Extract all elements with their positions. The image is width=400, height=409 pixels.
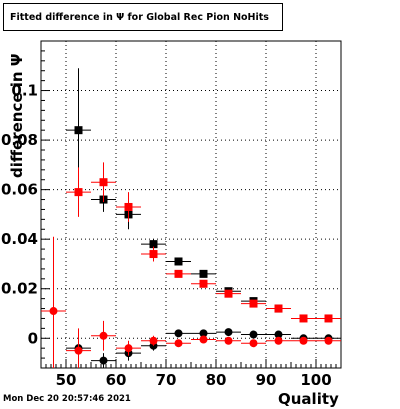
x-tick-label: 70 [156, 371, 177, 389]
data-point-square [199, 269, 208, 278]
data-point-circle [299, 336, 308, 345]
x-tick-label: 90 [256, 371, 277, 389]
data-point-square [174, 257, 183, 266]
data-point-square [124, 202, 133, 211]
data-point-circle [274, 330, 283, 339]
data-point-circle [74, 346, 83, 355]
data-point-circle [274, 336, 283, 345]
data-point-circle [174, 339, 183, 348]
data-point-square [224, 289, 233, 298]
data-point-square [149, 240, 158, 249]
timestamp: Mon Dec 20 20:57:46 2021 [3, 394, 131, 404]
data-point-square [74, 126, 83, 135]
data-point-circle [249, 330, 258, 339]
x-tick-label: 80 [206, 371, 227, 389]
data-point-square [274, 304, 283, 313]
data-point-circle [199, 335, 208, 344]
data-point-square [249, 299, 258, 308]
chart-title: Fitted difference in Ψ for Global Rec Pi… [10, 12, 269, 23]
y-tick-label: 0.04 [1, 230, 38, 248]
data-point-square [149, 250, 158, 259]
data-point-circle [124, 344, 133, 353]
y-tick-label: 0.06 [1, 181, 38, 199]
data-point-square [74, 188, 83, 197]
data-point-circle [224, 328, 233, 337]
data-point-circle [49, 307, 58, 316]
x-tick-label: 50 [56, 371, 77, 389]
data-point-circle [174, 329, 183, 338]
data-point-circle [199, 329, 208, 338]
data-point-square [324, 314, 333, 323]
data-point-circle [99, 356, 108, 365]
data-point-square [174, 269, 183, 278]
y-tick-label: 0.1 [11, 82, 38, 100]
data-point-circle [149, 336, 158, 345]
y-tick-label: 0.02 [1, 280, 38, 298]
y-axis-label: difference in Ψ [8, 53, 26, 178]
chart-title-box: Fitted difference in Ψ for Global Rec Pi… [3, 3, 283, 31]
data-point-square [299, 314, 308, 323]
y-tick-label: 0.08 [1, 131, 38, 149]
data-point-square [199, 279, 208, 288]
x-tick-label: 60 [106, 371, 127, 389]
data-point-circle [249, 339, 258, 348]
plot-area [41, 41, 341, 368]
x-tick-label: 100 [300, 371, 331, 389]
x-axis-label: Quality [278, 390, 339, 408]
data-point-square [99, 178, 108, 187]
data-point-circle [99, 331, 108, 340]
data-point-circle [224, 336, 233, 345]
data-point-circle [324, 336, 333, 345]
y-tick-label: 0 [28, 329, 38, 347]
